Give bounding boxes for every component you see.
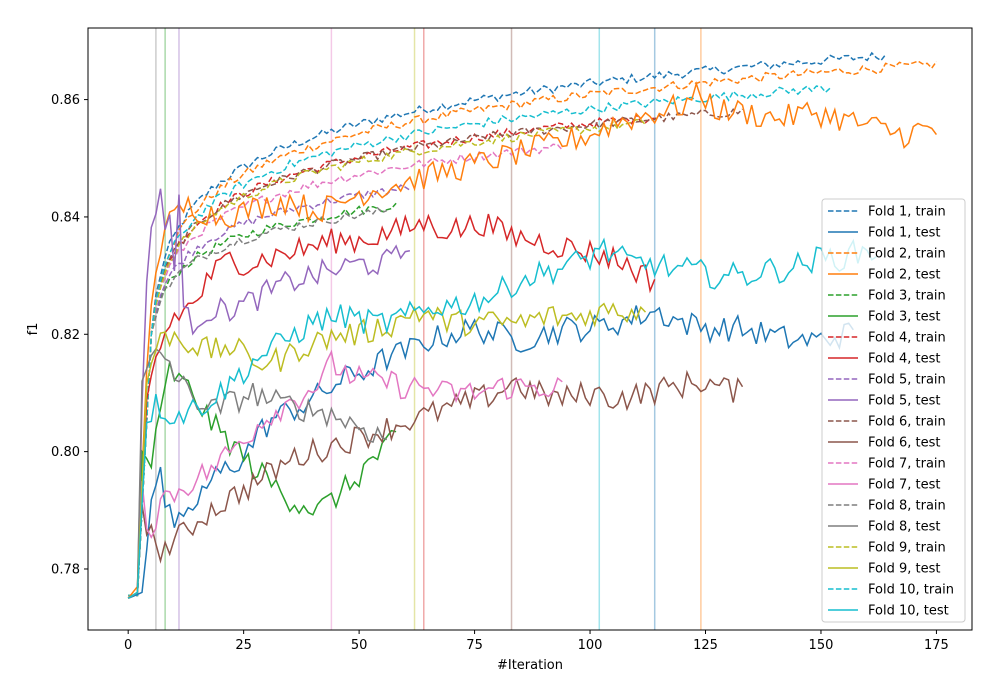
y-tick-label: 0.86	[51, 93, 80, 108]
x-tick-label: 25	[235, 638, 252, 653]
legend-label: Fold 10, test	[868, 604, 949, 619]
legend-label: Fold 7, train	[868, 457, 946, 472]
y-tick-label: 0.84	[51, 210, 80, 225]
legend-box	[821, 198, 966, 623]
legend-label: Fold 5, test	[868, 394, 940, 409]
series-lines	[127, 51, 938, 599]
x-axis: 0 25 50 75 100 125 150 175	[124, 630, 949, 653]
legend-label: Fold 9, test	[868, 562, 940, 577]
fold-2-test-line	[127, 81, 938, 599]
legend-label: Fold 2, train	[868, 247, 946, 262]
legend: Fold 1, train Fold 1, test Fold 2, train Fo…	[821, 198, 966, 623]
legend-label: Fold 6, test	[868, 436, 940, 451]
legend-label: Fold 1, test	[868, 226, 940, 241]
y-axis-label: f1	[26, 323, 41, 336]
legend-label: Fold 5, train	[868, 373, 946, 388]
legend-label: Fold 7, test	[868, 478, 940, 493]
x-tick-label: 150	[809, 638, 834, 653]
y-axis: 0.78 0.80 0.82 0.84 0.86	[51, 93, 88, 577]
legend-label: Fold 4, train	[868, 331, 946, 346]
legend-label: Fold 8, test	[868, 520, 940, 535]
x-tick-label: 50	[351, 638, 368, 653]
legend-label: Fold 2, test	[868, 268, 940, 283]
y-tick-label: 0.82	[51, 328, 80, 343]
fold-7-test-line	[127, 349, 563, 599]
x-tick-label: 0	[124, 638, 132, 653]
fold-2-train-line	[128, 60, 938, 597]
fold-9-train-line	[128, 119, 647, 597]
x-tick-label: 75	[466, 638, 483, 653]
fold-6-train-line	[128, 108, 744, 597]
legend-label: Fold 3, train	[868, 289, 946, 304]
fold-10-train-line	[128, 85, 831, 597]
legend-label: Fold 3, test	[868, 310, 940, 325]
fold-4-train-line	[128, 113, 655, 597]
fold-1-test-line	[127, 305, 854, 599]
legend-label: Fold 10, train	[868, 583, 954, 598]
legend-label: Fold 8, train	[868, 499, 946, 514]
legend-label: Fold 4, test	[868, 352, 940, 367]
fold-5-test-line	[127, 188, 411, 599]
fold-1-train-line	[128, 51, 887, 597]
fold-7-train-line	[128, 143, 563, 597]
legend-label: Fold 1, train	[868, 205, 946, 220]
x-tick-label: 175	[924, 638, 949, 653]
plot-frame	[87, 27, 973, 631]
legend-label: Fold 9, train	[868, 541, 946, 556]
fold-8-train-line	[128, 206, 388, 597]
fold-10-test-line	[127, 237, 877, 599]
fold-3-train-line	[128, 202, 397, 597]
x-tick-label: 125	[693, 638, 718, 653]
y-tick-label: 0.80	[51, 445, 80, 460]
x-tick-label: 100	[578, 638, 603, 653]
fold-8-test-line	[127, 347, 388, 599]
x-axis-label: #Iteration	[497, 658, 563, 673]
fold-4-test-line	[127, 213, 656, 599]
fold-6-test-line	[127, 369, 744, 599]
y-tick-label: 0.78	[51, 562, 80, 577]
legend-label: Fold 6, train	[868, 415, 946, 430]
